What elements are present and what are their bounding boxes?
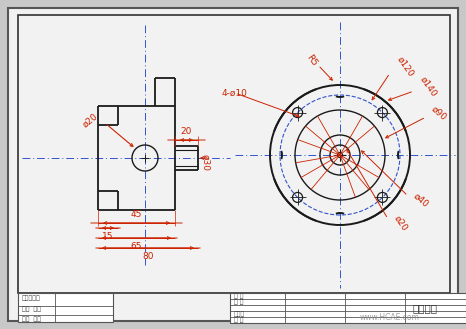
Text: 图纸比例号: 图纸比例号 xyxy=(22,295,41,301)
Text: ø90: ø90 xyxy=(430,104,449,122)
Text: 15: 15 xyxy=(102,232,114,241)
Text: ø40: ø40 xyxy=(412,191,431,209)
Text: 20: 20 xyxy=(180,127,192,136)
Text: R5: R5 xyxy=(305,53,319,67)
Text: ø30: ø30 xyxy=(201,154,210,170)
Bar xyxy=(18,293,113,322)
Text: ø20: ø20 xyxy=(392,214,409,233)
Text: 审 核: 审 核 xyxy=(234,299,244,305)
Text: 日期  签名: 日期 签名 xyxy=(22,306,41,312)
Text: ø20: ø20 xyxy=(81,111,99,129)
Text: ø120: ø120 xyxy=(395,55,415,79)
Text: 审图  批准: 审图 批准 xyxy=(22,316,41,322)
Text: 80: 80 xyxy=(142,252,154,261)
Text: 比 例: 比 例 xyxy=(234,293,244,299)
Text: 65: 65 xyxy=(130,242,142,251)
Text: 版 权: 版 权 xyxy=(234,317,244,323)
Text: 批准日: 批准日 xyxy=(234,311,245,317)
Bar xyxy=(230,293,466,323)
Text: 45: 45 xyxy=(130,210,142,219)
Text: ø140: ø140 xyxy=(418,75,439,99)
Text: 三层凸头: 三层凸头 xyxy=(412,303,438,313)
Text: 4-ø10: 4-ø10 xyxy=(222,89,248,97)
Bar xyxy=(18,15,450,293)
Text: www.HCAE.com: www.HCAE.com xyxy=(360,314,420,322)
